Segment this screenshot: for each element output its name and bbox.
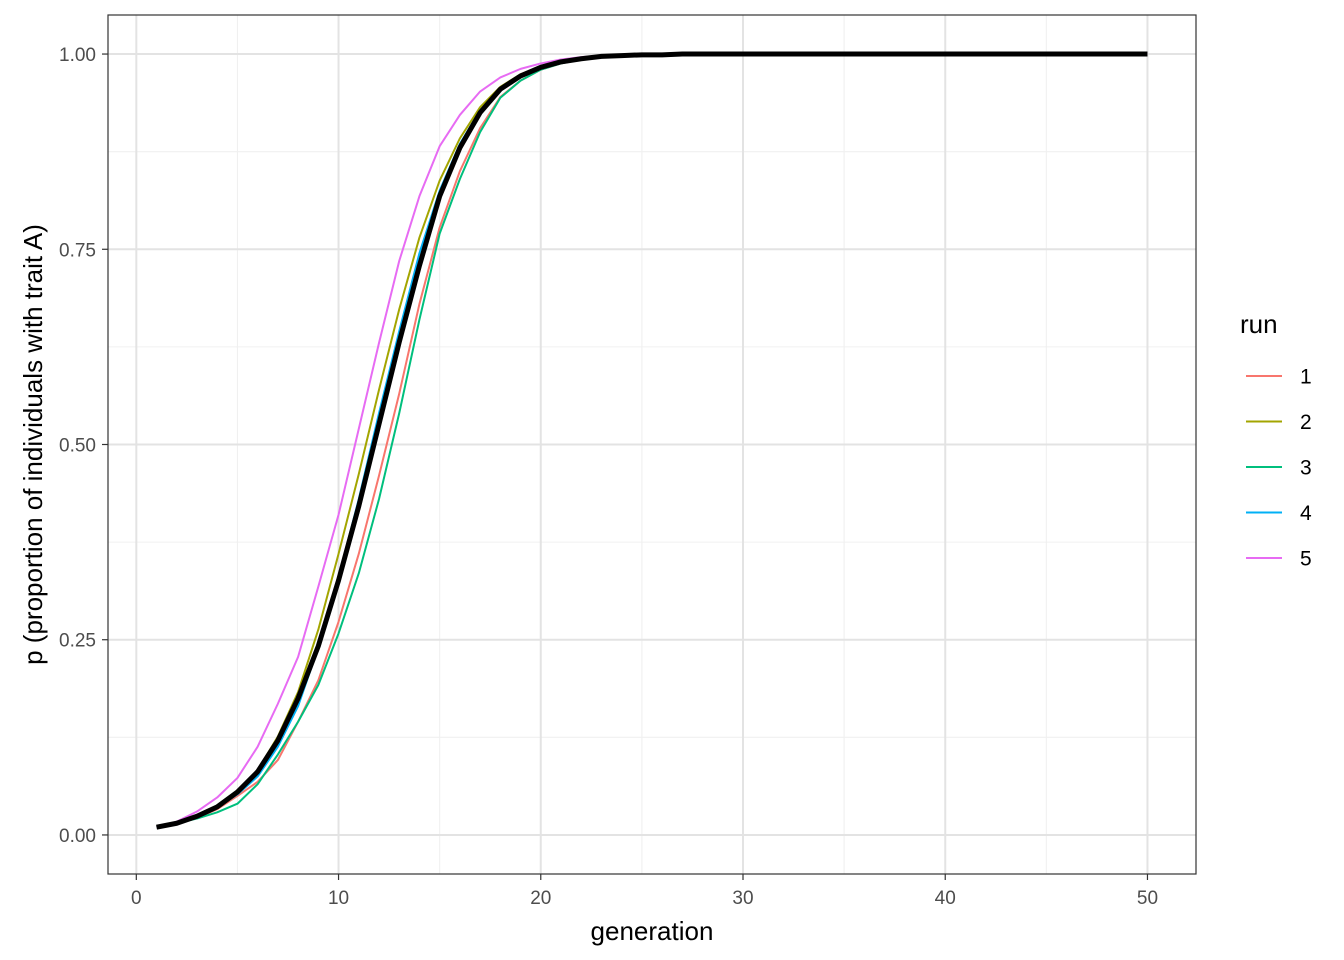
x-tick-label: 30: [732, 888, 753, 909]
x-tick-label: 40: [935, 888, 956, 909]
mean-line: [156, 51, 1148, 830]
legend-label-run-5: 5: [1300, 548, 1312, 571]
legend-label-run-3: 3: [1300, 457, 1312, 480]
y-tick-label: 0.75: [59, 240, 96, 261]
legend-title: run: [1240, 309, 1278, 339]
major-gridlines: [108, 15, 1196, 874]
x-tick-label: 0: [131, 888, 142, 909]
y-tick-label: 0.25: [59, 631, 96, 652]
legend-label-run-1: 1: [1300, 366, 1312, 389]
y-axis-title: p (proportion of individuals with trait …: [18, 224, 48, 665]
x-tick-label: 50: [1137, 888, 1158, 909]
x-axis-title: generation: [591, 916, 714, 946]
y-tick-label: 0.50: [59, 436, 96, 457]
legend-label-run-4: 4: [1300, 502, 1312, 525]
y-tick-label: 1.00: [59, 45, 96, 66]
y-tick-label: 0.00: [59, 826, 96, 847]
x-tick-label: 10: [328, 888, 349, 909]
x-axis-ticks: 0 10 20 30 40 50: [131, 874, 1158, 909]
legend: run 1 2 3 4 5: [1240, 309, 1312, 571]
mean-line-layer: [156, 51, 1148, 830]
x-tick-label: 20: [530, 888, 551, 909]
y-axis-ticks: 0.00 0.25 0.50 0.75 1.00: [59, 45, 108, 847]
legend-label-run-2: 2: [1300, 411, 1312, 434]
